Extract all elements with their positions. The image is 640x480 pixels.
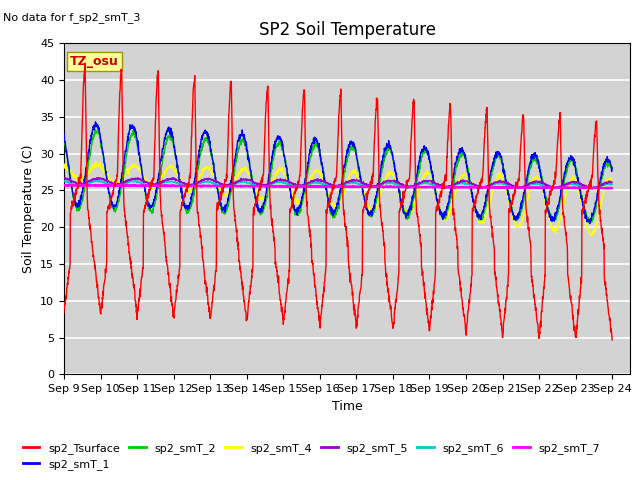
- Text: No data for f_sp2_smT_3: No data for f_sp2_smT_3: [3, 12, 141, 23]
- Y-axis label: Soil Temperature (C): Soil Temperature (C): [22, 144, 35, 273]
- Legend: sp2_Tsurface, sp2_smT_1, sp2_smT_2, sp2_smT_4, sp2_smT_5, sp2_smT_6, sp2_smT_7: sp2_Tsurface, sp2_smT_1, sp2_smT_2, sp2_…: [19, 438, 605, 474]
- Text: TZ_osu: TZ_osu: [70, 55, 118, 68]
- Title: SP2 Soil Temperature: SP2 Soil Temperature: [259, 21, 436, 39]
- X-axis label: Time: Time: [332, 400, 363, 413]
